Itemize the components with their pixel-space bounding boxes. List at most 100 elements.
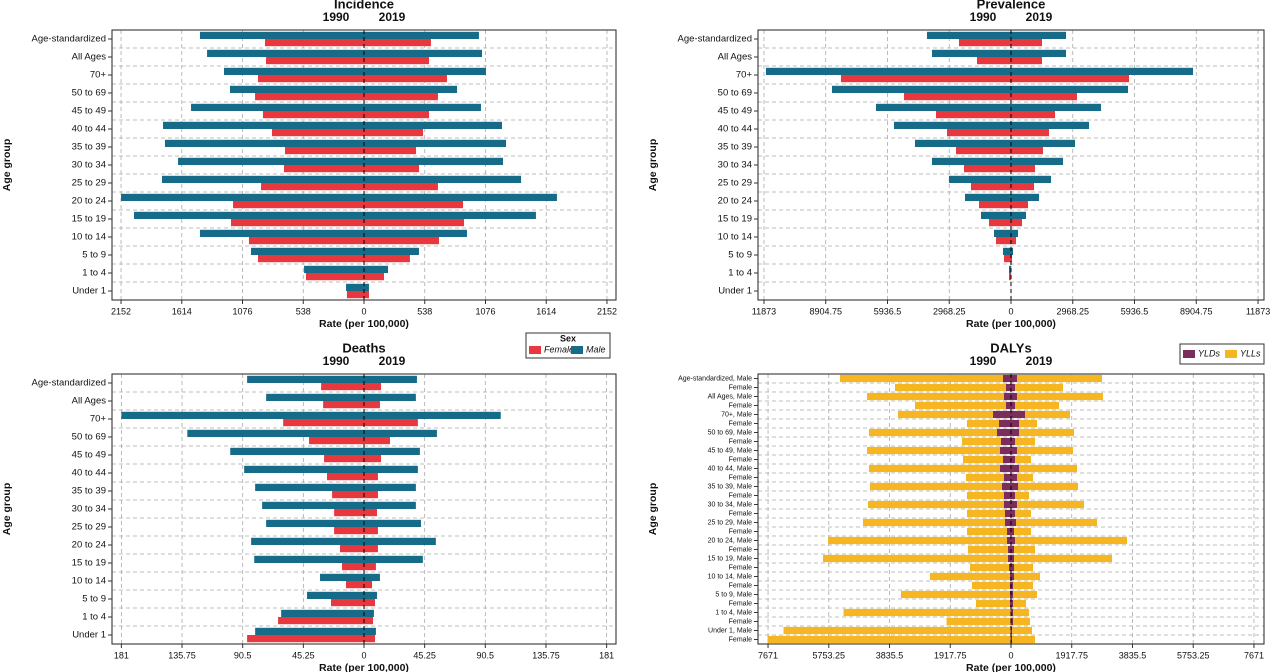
bar xyxy=(1011,121,1090,129)
x-tick-label: 11873 xyxy=(752,306,776,316)
bar xyxy=(1011,446,1017,455)
bar xyxy=(364,465,418,473)
bar xyxy=(364,581,373,589)
y-tick-label: Female xyxy=(729,420,752,427)
bar xyxy=(332,491,364,499)
bar xyxy=(997,428,1011,437)
bar xyxy=(926,31,1011,39)
bar xyxy=(840,374,1003,383)
bar xyxy=(955,147,1011,155)
bar xyxy=(1011,392,1017,401)
bar xyxy=(257,255,364,263)
x-tick-label: 3835.5 xyxy=(1119,650,1147,660)
bar xyxy=(1004,500,1011,509)
bar xyxy=(364,49,482,57)
bar xyxy=(1005,518,1011,527)
y-tick-label: 5 to 9 xyxy=(728,250,752,261)
bar xyxy=(1011,183,1035,191)
y-tick-label: 15 to 19 xyxy=(72,558,106,569)
bar xyxy=(364,563,376,571)
period-label: 2019 xyxy=(1026,354,1053,368)
bar xyxy=(364,147,417,155)
y-tick-label: Female xyxy=(729,474,752,481)
y-tick-label: Age-standardized, Male xyxy=(678,375,752,382)
bar xyxy=(869,464,1001,473)
x-axis-label: Rate (per 100,000) xyxy=(966,318,1056,330)
bar xyxy=(364,103,481,111)
bar xyxy=(364,67,486,75)
bar xyxy=(967,491,1005,500)
bar xyxy=(262,111,364,119)
bar xyxy=(1002,482,1011,491)
y-tick-label: 10 to 14 xyxy=(72,232,106,243)
x-tick-label: 181 xyxy=(114,650,129,660)
bar xyxy=(998,419,1011,428)
y-tick-label: 5 to 9 xyxy=(82,250,106,261)
y-tick-label: Female xyxy=(729,618,752,625)
x-axis-label: Rate (per 100,000) xyxy=(319,318,409,330)
legend-swatch xyxy=(1183,350,1195,358)
x-tick-label: 90.5 xyxy=(477,650,495,660)
bar xyxy=(1014,554,1113,563)
bar xyxy=(121,193,364,201)
x-tick-label: 90.5 xyxy=(234,650,252,660)
y-tick-label: 50 to 69, Male xyxy=(708,429,752,436)
bar xyxy=(1002,455,1011,464)
bar xyxy=(1012,635,1036,644)
bar xyxy=(947,129,1011,137)
bar xyxy=(1004,473,1011,482)
y-tick-label: 15 to 19 xyxy=(72,214,106,225)
bar xyxy=(364,609,374,617)
bar xyxy=(1009,273,1011,281)
y-axis-label: Age group xyxy=(647,139,659,192)
bar xyxy=(1011,518,1017,527)
bar xyxy=(364,165,419,173)
period-label: 1990 xyxy=(323,354,350,368)
y-tick-label: Female xyxy=(729,402,752,409)
bar xyxy=(346,283,364,291)
bar xyxy=(1014,527,1032,536)
bar xyxy=(191,103,364,111)
bar xyxy=(1011,49,1067,57)
bar xyxy=(869,428,998,437)
bar xyxy=(765,67,1011,75)
x-tick-label: 8904.75 xyxy=(809,306,842,316)
bar xyxy=(323,401,364,409)
x-tick-label: 45.25 xyxy=(413,650,436,660)
bar xyxy=(364,85,458,93)
y-tick-label: All Ages xyxy=(72,396,107,407)
bar xyxy=(843,608,1011,617)
x-tick-label: 1076 xyxy=(233,306,253,316)
bar xyxy=(257,75,364,83)
bar xyxy=(364,483,416,491)
y-tick-label: 35 to 39 xyxy=(718,142,752,153)
y-tick-label: 45 to 49 xyxy=(72,450,106,461)
bar xyxy=(1014,455,1031,464)
y-tick-label: 40 to 44, Male xyxy=(708,465,752,472)
bar xyxy=(334,509,364,517)
bar xyxy=(364,419,418,427)
bar xyxy=(283,419,364,427)
bar xyxy=(1011,247,1013,255)
x-tick-label: 1614 xyxy=(172,306,192,316)
bar xyxy=(283,165,364,173)
bar xyxy=(247,375,364,383)
bar xyxy=(364,437,391,445)
legend-label: YLDs xyxy=(1198,348,1221,358)
bar xyxy=(255,627,364,635)
y-tick-label: Female xyxy=(729,582,752,589)
bar xyxy=(970,563,1010,572)
bar xyxy=(364,201,464,209)
bar xyxy=(1011,103,1102,111)
bar xyxy=(1014,509,1031,518)
y-tick-label: 25 to 29 xyxy=(72,522,106,533)
bar xyxy=(1012,581,1033,590)
y-tick-label: 45 to 49 xyxy=(718,106,752,117)
y-tick-label: 40 to 44 xyxy=(718,124,752,135)
bar xyxy=(1012,617,1031,626)
bar xyxy=(266,519,364,527)
x-tick-label: 1614 xyxy=(536,306,556,316)
bar xyxy=(1011,554,1015,563)
bar xyxy=(988,219,1011,227)
